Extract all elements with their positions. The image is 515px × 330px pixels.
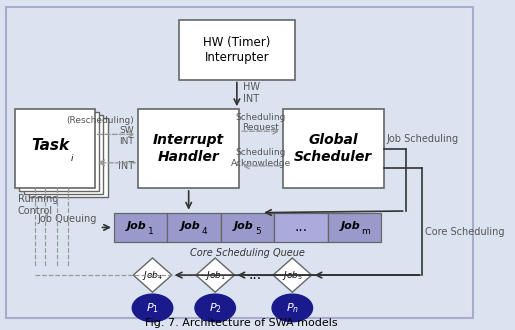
Text: $P_2$: $P_2$ bbox=[209, 301, 221, 315]
Text: Fig. 7. Architecture of SWA models: Fig. 7. Architecture of SWA models bbox=[145, 318, 338, 328]
Text: INT: INT bbox=[118, 161, 134, 171]
Text: ...: ... bbox=[249, 268, 262, 282]
FancyBboxPatch shape bbox=[6, 7, 473, 318]
Text: $P_n$: $P_n$ bbox=[286, 301, 299, 315]
Text: Scheduling
Request: Scheduling Request bbox=[236, 113, 286, 132]
Text: ...: ... bbox=[295, 220, 308, 234]
Text: 4: 4 bbox=[202, 227, 208, 236]
Text: Job$_1$: Job$_1$ bbox=[205, 269, 226, 281]
Text: Running
Control: Running Control bbox=[18, 194, 58, 215]
FancyBboxPatch shape bbox=[179, 20, 295, 80]
Text: Core Scheduling: Core Scheduling bbox=[425, 226, 504, 237]
Text: $_i$: $_i$ bbox=[70, 150, 74, 163]
FancyBboxPatch shape bbox=[114, 213, 167, 242]
Text: Scheduling
Acknowledge: Scheduling Acknowledge bbox=[231, 148, 291, 168]
Circle shape bbox=[195, 294, 235, 322]
FancyBboxPatch shape bbox=[328, 213, 382, 242]
Circle shape bbox=[272, 294, 313, 322]
Polygon shape bbox=[273, 258, 312, 292]
FancyBboxPatch shape bbox=[19, 112, 98, 191]
Text: Global
Scheduler: Global Scheduler bbox=[294, 133, 372, 164]
FancyBboxPatch shape bbox=[29, 118, 108, 197]
Text: Interrupt
Handler: Interrupt Handler bbox=[153, 133, 224, 164]
Text: HW
INT: HW INT bbox=[243, 82, 260, 104]
Text: Job$_5$: Job$_5$ bbox=[282, 269, 303, 281]
FancyBboxPatch shape bbox=[24, 115, 104, 194]
Text: Job: Job bbox=[180, 221, 200, 231]
Text: (Rescheduling)
SW
INT: (Rescheduling) SW INT bbox=[66, 116, 134, 146]
Text: Job: Job bbox=[234, 221, 254, 231]
Text: Job: Job bbox=[127, 221, 147, 231]
Text: Job Queuing: Job Queuing bbox=[38, 214, 97, 224]
Text: Job: Job bbox=[341, 221, 360, 231]
FancyBboxPatch shape bbox=[138, 109, 239, 188]
Text: Core Scheduling Queue: Core Scheduling Queue bbox=[190, 248, 305, 258]
Text: m: m bbox=[361, 227, 370, 236]
Text: HW (Timer)
Interrupter: HW (Timer) Interrupter bbox=[203, 36, 270, 64]
Text: 1: 1 bbox=[148, 227, 154, 236]
Text: Job Scheduling: Job Scheduling bbox=[386, 134, 458, 144]
Circle shape bbox=[132, 294, 173, 322]
Text: Task: Task bbox=[31, 138, 69, 153]
Polygon shape bbox=[133, 258, 172, 292]
Text: 5: 5 bbox=[255, 227, 261, 236]
FancyBboxPatch shape bbox=[221, 213, 274, 242]
FancyBboxPatch shape bbox=[274, 213, 328, 242]
Text: Job$_4$: Job$_4$ bbox=[142, 269, 163, 281]
FancyBboxPatch shape bbox=[15, 109, 95, 188]
FancyBboxPatch shape bbox=[167, 213, 221, 242]
FancyBboxPatch shape bbox=[283, 109, 384, 188]
Polygon shape bbox=[196, 258, 234, 292]
Text: $P_1$: $P_1$ bbox=[146, 301, 159, 315]
